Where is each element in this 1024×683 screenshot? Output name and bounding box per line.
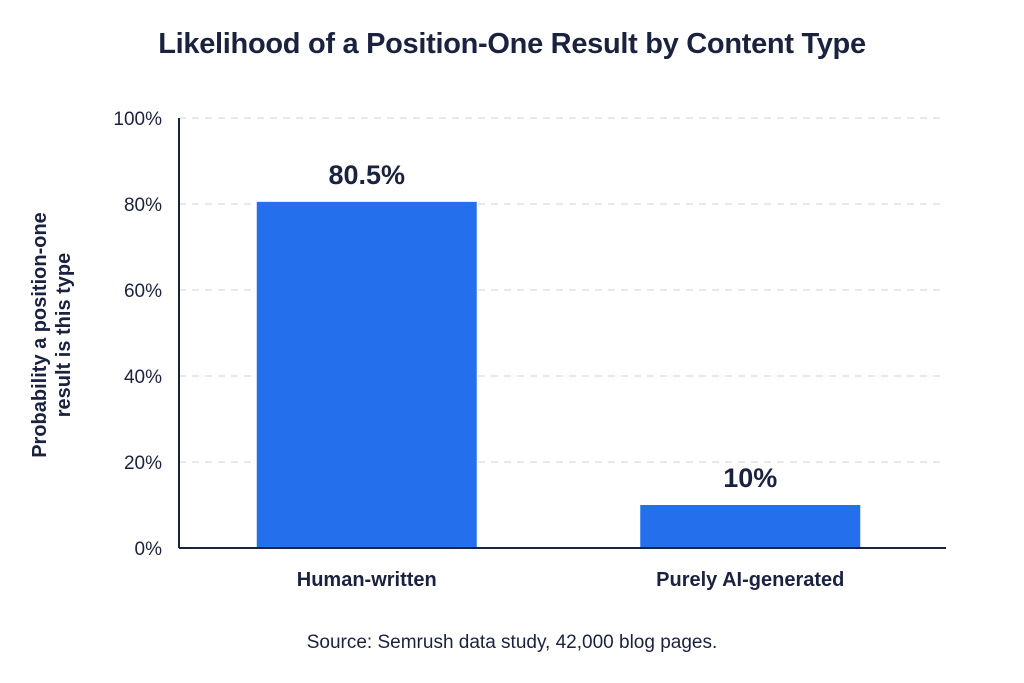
x-category-labels: Human-written Purely AI-generated — [297, 569, 845, 591]
y-axis-title: Probability a position-one result is this… — [29, 212, 75, 458]
bar — [256, 201, 477, 548]
grid-lines — [179, 117, 946, 463]
y-axis-title-line: result is this type — [53, 253, 75, 418]
bar — [640, 505, 861, 548]
y-axis-title-line: Probability a position-one — [29, 212, 51, 458]
bars — [256, 201, 861, 548]
y-tick-label: 0% — [135, 539, 163, 560]
y-tick-label: 100% — [113, 109, 162, 130]
y-tick-label: 20% — [124, 453, 162, 474]
y-tick-label: 40% — [124, 367, 162, 388]
chart-title: Likelihood of a Position-One Result by C… — [158, 28, 866, 60]
source-note: Source: Semrush data study, 42,000 blog … — [306, 632, 718, 653]
data-label: 10% — [723, 463, 777, 493]
axes — [178, 118, 946, 549]
y-tick-label: 80% — [124, 195, 162, 216]
y-tick-label: 60% — [124, 281, 162, 302]
y-tick-labels: 0% 20% 40% 60% 80% 100% — [113, 109, 162, 560]
data-labels: 80.5% 10% — [328, 160, 777, 493]
x-category-label: Purely AI-generated — [656, 569, 844, 591]
x-category-label: Human-written — [297, 569, 437, 591]
data-label: 80.5% — [328, 160, 405, 190]
